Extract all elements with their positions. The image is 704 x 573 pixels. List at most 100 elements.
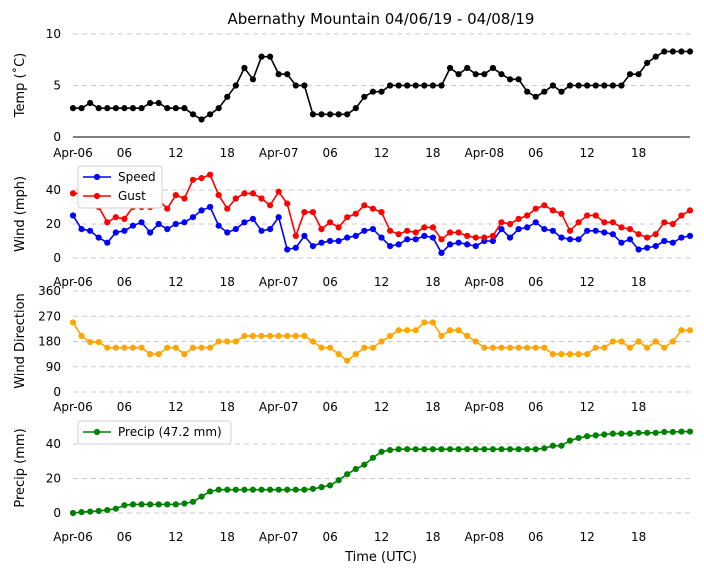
wind-data-point bbox=[395, 241, 402, 248]
temp-data-point bbox=[515, 76, 522, 83]
temp-data-point bbox=[87, 99, 94, 107]
temp-x-tick-label: 12 bbox=[168, 146, 183, 160]
wind-data-point bbox=[121, 227, 128, 234]
wind-data-point bbox=[275, 188, 282, 195]
direction-data-point bbox=[506, 344, 514, 351]
wind-data-point bbox=[592, 212, 599, 219]
direction-data-point bbox=[155, 351, 162, 358]
direction-data-point bbox=[112, 344, 119, 351]
precip-data-point bbox=[609, 430, 616, 437]
wind-data-point bbox=[386, 243, 394, 250]
direction-data-point bbox=[541, 344, 548, 351]
precip-x-tick-label: 12 bbox=[168, 530, 183, 544]
precip-data-point bbox=[686, 428, 694, 435]
wind-data-point bbox=[361, 202, 368, 209]
wind-data-point bbox=[386, 227, 394, 234]
direction-data-point bbox=[335, 351, 342, 358]
temp-data-point bbox=[138, 105, 145, 112]
wind-data-point bbox=[266, 202, 274, 209]
temp-data-point bbox=[224, 93, 231, 100]
temp-x-tick-label: 06 bbox=[117, 146, 132, 160]
temp-data-point bbox=[609, 82, 616, 89]
precip-data-point bbox=[104, 506, 111, 514]
wind-data-point bbox=[284, 200, 291, 207]
temp-data-point bbox=[506, 76, 514, 83]
direction-y-axis-label: Wind Direction bbox=[13, 293, 28, 389]
direction-x-tick-label: 12 bbox=[374, 400, 389, 414]
precip-data-point bbox=[644, 429, 651, 436]
wind-y-tick-label: 40 bbox=[46, 183, 61, 197]
direction-data-point bbox=[172, 344, 179, 351]
wind-data-point bbox=[78, 226, 85, 233]
precip-data-point bbox=[378, 448, 385, 455]
direction-data-point bbox=[592, 344, 599, 351]
wind-data-point bbox=[335, 237, 342, 245]
precip-x-tick-label: 06 bbox=[322, 530, 337, 544]
direction-data-point bbox=[558, 351, 565, 358]
direction-data-point bbox=[549, 351, 556, 358]
wind-data-point bbox=[609, 231, 616, 238]
wind-data-point bbox=[472, 234, 479, 241]
precip-data-point bbox=[352, 465, 359, 473]
temp-data-point bbox=[455, 71, 462, 78]
precip-data-point bbox=[386, 446, 394, 454]
temp-data-point bbox=[652, 53, 659, 60]
precip-data-point bbox=[438, 446, 445, 453]
wind-data-point bbox=[686, 207, 694, 214]
temp-data-point bbox=[258, 53, 265, 60]
wind-data-point bbox=[489, 232, 497, 239]
temp-data-point bbox=[635, 71, 642, 78]
precip-data-point bbox=[652, 429, 659, 436]
precip-data-point bbox=[601, 431, 608, 438]
wind-data-point bbox=[421, 232, 428, 239]
precip-data-point bbox=[635, 429, 642, 436]
wind-data-point bbox=[601, 229, 608, 236]
direction-data-point bbox=[609, 338, 616, 345]
wind-data-point bbox=[172, 192, 179, 199]
wind-data-point bbox=[232, 226, 239, 233]
wind-data-point bbox=[515, 215, 522, 222]
wind-data-point bbox=[541, 202, 548, 209]
precip-data-point bbox=[78, 509, 85, 516]
wind-data-point bbox=[198, 207, 205, 214]
wind-data-point bbox=[446, 241, 454, 248]
precip-data-point bbox=[95, 507, 102, 515]
wind-data-point bbox=[378, 209, 385, 216]
direction-data-point bbox=[481, 344, 488, 351]
wind-data-point bbox=[558, 210, 565, 217]
precip-data-point bbox=[678, 428, 685, 435]
temp-data-point bbox=[404, 82, 411, 89]
wind-y-tick-label: 20 bbox=[46, 217, 61, 231]
temp-data-point bbox=[275, 71, 282, 78]
temp-data-point bbox=[215, 105, 222, 112]
precip-data-point bbox=[292, 486, 299, 493]
wind-data-point bbox=[446, 229, 454, 236]
wind-data-point bbox=[369, 226, 377, 233]
temp-x-tick-label: 06 bbox=[528, 146, 543, 160]
wind-data-point bbox=[635, 231, 642, 238]
temp-x-tick-label: Apr-08 bbox=[465, 146, 505, 160]
precip-data-point bbox=[618, 430, 625, 437]
direction-data-point bbox=[386, 332, 394, 339]
precip-data-point bbox=[549, 442, 556, 449]
precip-data-point bbox=[455, 446, 462, 453]
precip-data-point bbox=[532, 446, 539, 453]
direction-x-tick-label: 18 bbox=[631, 400, 646, 414]
temp-data-point bbox=[95, 105, 102, 112]
wind-data-point bbox=[575, 236, 582, 243]
direction-data-point bbox=[395, 327, 402, 334]
direction-data-point bbox=[181, 351, 188, 358]
direction-data-point bbox=[626, 344, 634, 351]
wind-y-axis-label: Wind (mph) bbox=[13, 176, 28, 252]
precip-data-point bbox=[429, 446, 437, 453]
temp-data-point bbox=[429, 82, 437, 89]
wind-data-point bbox=[121, 215, 128, 222]
direction-data-point bbox=[361, 344, 368, 351]
direction-data-point bbox=[121, 344, 128, 351]
wind-data-point bbox=[155, 220, 162, 228]
wind-x-tick-label: 06 bbox=[117, 275, 132, 289]
wind-data-point bbox=[455, 239, 462, 246]
precip-data-point bbox=[164, 501, 171, 508]
wind-data-point bbox=[566, 236, 574, 243]
direction-data-point bbox=[472, 338, 479, 345]
